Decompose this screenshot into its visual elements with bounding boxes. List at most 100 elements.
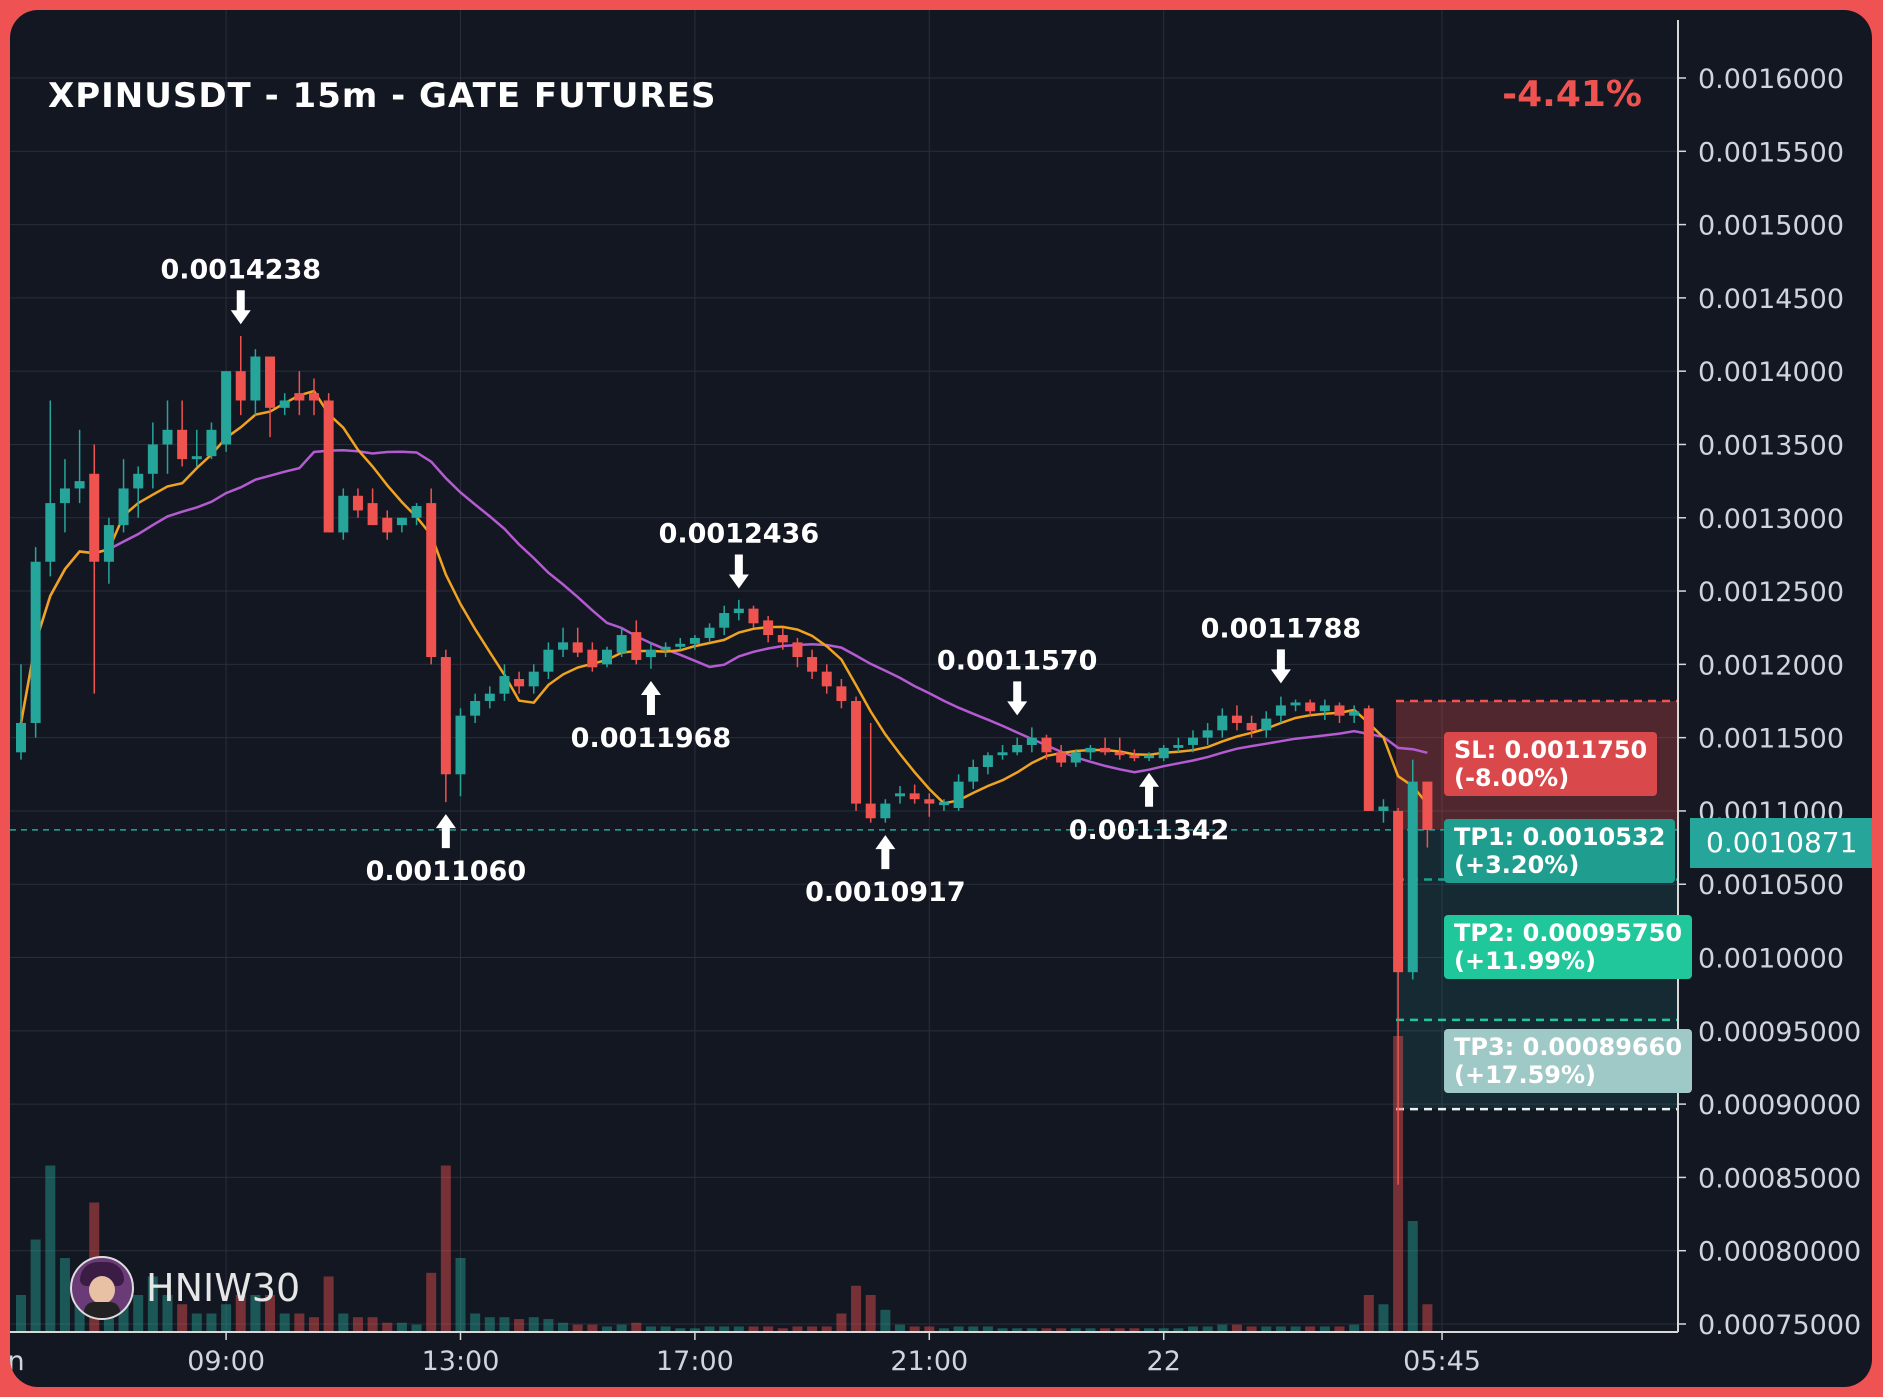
candle (426, 488, 437, 665)
candle-body (953, 781, 964, 809)
candle (1158, 744, 1169, 762)
candle-body (1202, 730, 1213, 738)
candle (616, 627, 627, 658)
volume-bar (440, 1165, 451, 1332)
candle-body (938, 802, 949, 806)
x-tick-label: 17:00 (656, 1346, 734, 1377)
candle-body (1231, 715, 1242, 723)
candle (909, 784, 920, 804)
candle-body (1085, 747, 1096, 753)
candle-body (895, 793, 905, 797)
candle-body (177, 429, 188, 460)
volume-bar (470, 1313, 481, 1332)
volume-bar (689, 1328, 700, 1332)
price-change-percent: -4.41% (1502, 74, 1642, 115)
candle (558, 627, 569, 658)
candle (953, 774, 964, 811)
candle-body (1378, 806, 1389, 811)
candle (1129, 749, 1140, 762)
volume-bar (1319, 1326, 1330, 1332)
volume-bar (265, 1295, 276, 1332)
candle-body (338, 495, 349, 533)
tp3-price: TP3: 0.00089660 (1454, 1033, 1683, 1061)
sl-label: SL: 0.0011750 (-8.00%) (1444, 732, 1658, 796)
candle-body (16, 722, 26, 753)
candle (1378, 799, 1389, 823)
candle (1188, 730, 1198, 753)
volume-bar (953, 1326, 964, 1332)
y-tick-label: 0.0013000 (1698, 504, 1844, 535)
candle-body (1114, 752, 1125, 756)
volume-bar (162, 1295, 173, 1332)
volume-bar (880, 1309, 891, 1332)
tp3-label: TP3: 0.00089660 (+17.59%) (1444, 1029, 1693, 1093)
volume-bar (499, 1317, 510, 1332)
arrow-down-icon (728, 554, 749, 589)
candle (411, 503, 422, 526)
annotation-label: 0.0011570 (937, 645, 1098, 676)
arrow-up-icon (875, 835, 896, 870)
volume-bar (1012, 1328, 1023, 1332)
candle (59, 459, 70, 533)
candle (675, 637, 686, 650)
arrow-up-icon (435, 814, 456, 849)
volume-bar (16, 1295, 26, 1332)
candle-body (528, 671, 539, 687)
volume-bar (411, 1324, 422, 1332)
candle (470, 693, 481, 723)
sl-percent: (-8.00%) (1454, 764, 1570, 792)
volume-bar (528, 1317, 539, 1332)
candle-body (382, 517, 393, 533)
candle (265, 356, 276, 438)
candle (821, 664, 832, 694)
volume-bar (1070, 1328, 1081, 1332)
candle-body (484, 693, 495, 701)
candle-body (206, 429, 217, 457)
volume-bar (645, 1326, 656, 1332)
current-price-tag: 0.0010871 (1690, 818, 1872, 868)
volume-bar (558, 1322, 569, 1332)
candle (807, 649, 818, 680)
volume-bar (982, 1326, 993, 1332)
candle-body (265, 356, 276, 408)
volume-bar (147, 1276, 158, 1332)
volume-bar (1129, 1328, 1140, 1332)
candle (924, 793, 935, 817)
candle (543, 642, 554, 680)
y-tick-label: 0.0013500 (1698, 430, 1844, 461)
candle (455, 708, 466, 797)
y-tick-label: 0.00085000 (1698, 1163, 1861, 1194)
volume-bar (997, 1328, 1008, 1332)
candle (191, 429, 202, 467)
candle (689, 635, 700, 650)
volume-bar (616, 1324, 627, 1332)
annotation-label: 0.0011060 (366, 856, 527, 887)
candle (162, 400, 173, 474)
chart-frame: 0.0014238 0.0011060 0.0011968 0.0012436 0.00… (10, 10, 1872, 1387)
candle-body (440, 657, 451, 775)
candle-body (1188, 737, 1198, 745)
candle (880, 799, 891, 823)
y-tick-label: 0.0011500 (1698, 724, 1844, 755)
y-tick-label: 0.0016000 (1698, 64, 1844, 95)
candle (1275, 696, 1286, 723)
volume-bar (1334, 1326, 1345, 1332)
volume-bar (118, 1295, 129, 1332)
candle (221, 371, 232, 452)
candle (1231, 705, 1242, 731)
price-chart[interactable]: 0.0014238 0.0011060 0.0011968 0.0012436 0.00… (10, 10, 1872, 1387)
candle-body (616, 635, 627, 653)
candle (16, 664, 26, 760)
candle-body (645, 649, 656, 658)
candle (865, 722, 876, 823)
candle-body (514, 679, 525, 687)
x-tick-label: 13:00 (422, 1346, 500, 1377)
candle-body (323, 400, 334, 533)
y-tick-label: 0.0014000 (1698, 357, 1844, 388)
candle-body (499, 676, 510, 694)
volume-bar (572, 1324, 583, 1332)
volume-bar (133, 1295, 144, 1332)
volume-bar (367, 1317, 378, 1332)
candle-body (1334, 705, 1345, 716)
volume-bar (191, 1313, 202, 1332)
